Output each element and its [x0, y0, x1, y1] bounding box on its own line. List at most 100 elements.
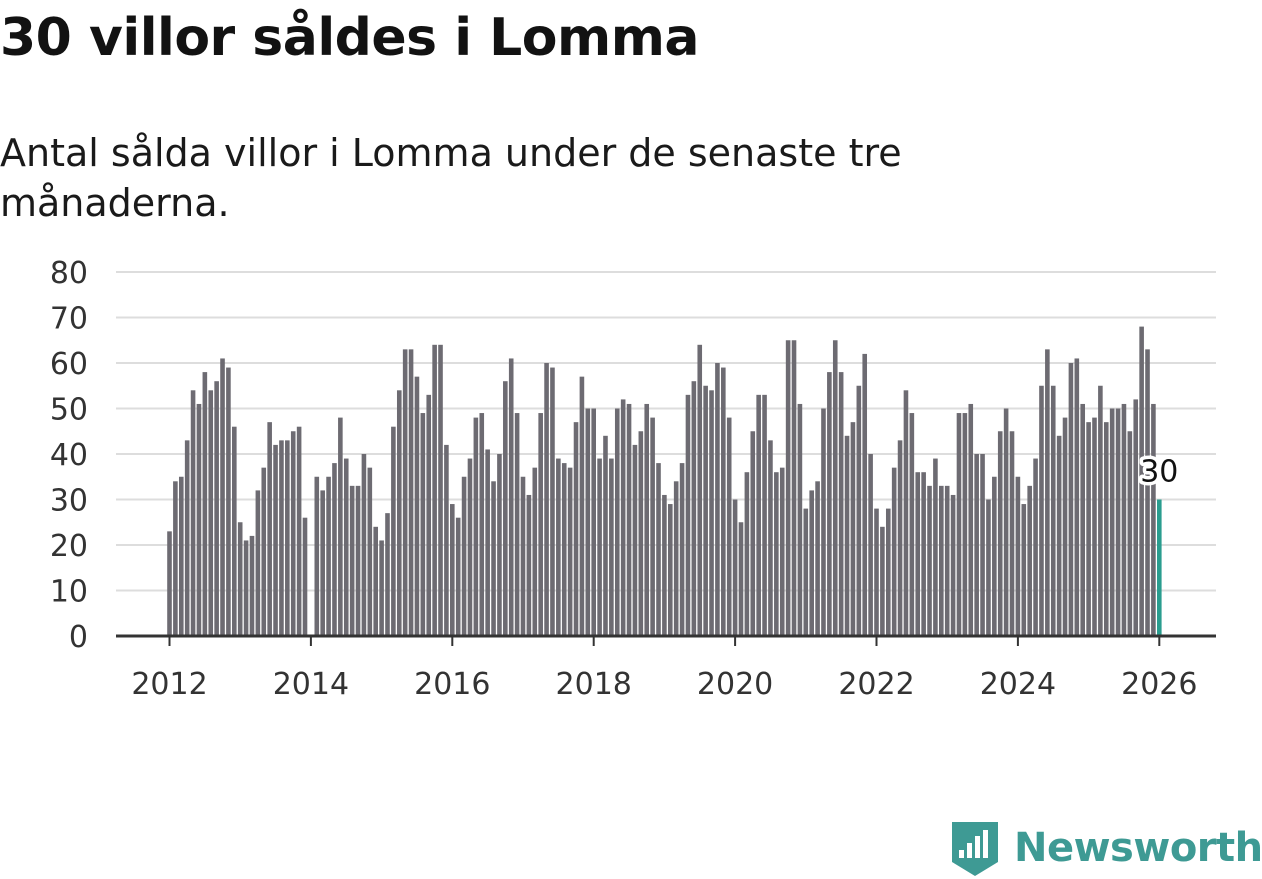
x-tick-label: 2012	[131, 667, 207, 702]
bar	[232, 426, 237, 636]
brand: Newsworthy	[950, 818, 1262, 878]
bar	[532, 467, 538, 636]
bar	[508, 358, 514, 636]
bar	[956, 413, 962, 636]
bar	[391, 426, 396, 636]
bar	[697, 344, 703, 636]
bar	[1074, 358, 1080, 636]
bar	[279, 440, 284, 636]
bar	[1151, 403, 1156, 636]
bar	[885, 508, 891, 636]
bar	[479, 413, 485, 636]
bar	[432, 344, 437, 636]
bar	[261, 467, 267, 636]
bar	[815, 481, 820, 636]
bar	[868, 454, 873, 636]
bar	[691, 381, 697, 636]
bar	[844, 435, 850, 636]
data-label-latest: 30	[1140, 455, 1178, 490]
bar	[285, 440, 290, 636]
bar	[768, 440, 773, 636]
bar	[450, 504, 455, 636]
bar	[1039, 385, 1044, 636]
bar	[461, 476, 467, 636]
bar	[190, 390, 196, 636]
bar	[202, 372, 208, 636]
bar	[343, 458, 349, 636]
bar	[880, 526, 885, 636]
bar	[785, 340, 791, 636]
y-tick-label: 10	[50, 575, 88, 610]
y-tick-label: 60	[50, 347, 88, 382]
bar	[332, 463, 337, 636]
bar	[927, 485, 932, 636]
bar	[891, 467, 897, 636]
bar	[1109, 408, 1115, 636]
bar	[379, 540, 384, 636]
bar	[803, 508, 809, 636]
bar	[1045, 349, 1050, 636]
bar	[491, 481, 496, 636]
bar	[1092, 417, 1097, 636]
bar	[302, 517, 308, 636]
bar	[444, 444, 449, 636]
y-tick-label: 70	[50, 302, 88, 337]
bar	[862, 353, 868, 636]
bar	[544, 363, 549, 636]
bar	[1027, 485, 1032, 636]
bar	[503, 381, 508, 636]
bar	[662, 494, 667, 636]
bar	[756, 394, 761, 636]
bar	[338, 417, 343, 636]
bar	[638, 431, 644, 636]
bar	[273, 444, 278, 636]
bar	[762, 394, 767, 636]
y-tick-label: 30	[50, 484, 88, 519]
bar	[850, 422, 856, 636]
bar	[1068, 363, 1074, 636]
y-tick-label: 50	[50, 393, 88, 428]
bar	[1003, 408, 1009, 636]
bar	[467, 458, 473, 636]
bar	[1009, 431, 1015, 636]
page-title: 30 villor såldes i Lomma	[0, 8, 699, 68]
bar	[673, 481, 679, 636]
bar	[962, 413, 968, 636]
bar	[514, 413, 520, 636]
bar	[214, 381, 219, 636]
x-tick-label: 2018	[556, 667, 632, 702]
bar	[632, 444, 638, 636]
brand-name: Newsworthy	[1014, 825, 1262, 871]
bar	[355, 485, 361, 636]
x-tick-label: 2014	[273, 667, 349, 702]
bar	[791, 340, 797, 636]
bar	[667, 504, 673, 636]
bar	[656, 463, 661, 636]
bar	[821, 408, 826, 636]
bar	[856, 385, 862, 636]
bar	[1127, 431, 1133, 636]
bar	[473, 417, 479, 636]
bar	[573, 422, 579, 636]
bar	[827, 372, 832, 636]
bar	[903, 390, 909, 636]
bar	[797, 403, 803, 636]
bar	[626, 403, 632, 636]
bar	[1033, 458, 1038, 636]
bar	[420, 413, 426, 636]
bar	[1121, 403, 1127, 636]
bar	[809, 490, 814, 636]
bar	[385, 513, 390, 636]
bar	[426, 394, 432, 636]
bar	[314, 476, 320, 636]
newsworthy-logo-icon	[952, 822, 998, 876]
bar	[709, 390, 714, 636]
bar	[1021, 504, 1027, 636]
bar	[567, 467, 573, 636]
bar	[1062, 417, 1068, 636]
bar	[738, 522, 744, 636]
bar	[644, 403, 650, 636]
bar	[438, 344, 443, 636]
bar	[897, 440, 903, 636]
bar	[561, 463, 567, 636]
